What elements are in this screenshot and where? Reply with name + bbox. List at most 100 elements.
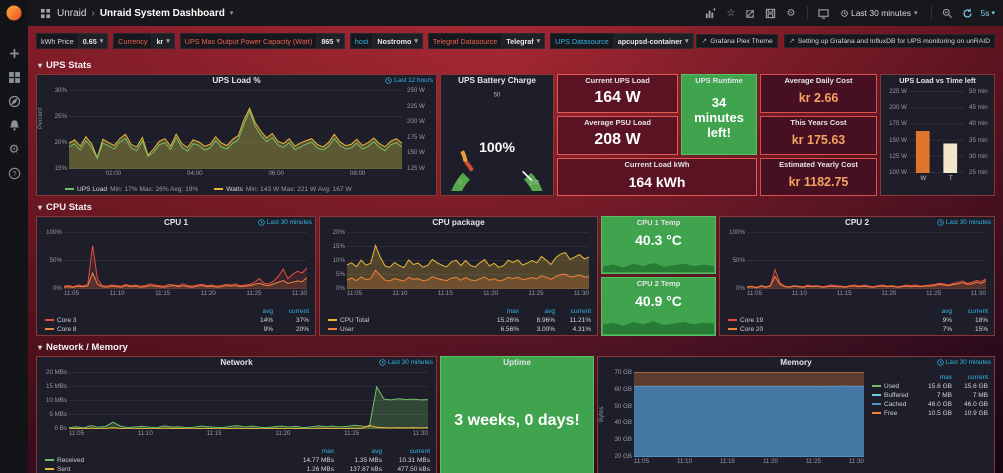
legend-column-header[interactable]: max	[321, 448, 334, 455]
variable-value-dropdown[interactable]: kr ▾	[152, 33, 175, 49]
legend-column-header[interactable]: current	[570, 308, 591, 315]
panel-title[interactable]: Memory	[780, 358, 812, 367]
legend-row[interactable]: CPU Total 15.26% 8.96% 11.21%	[326, 316, 593, 325]
panel-title[interactable]: UPS Load vs Time left	[899, 76, 976, 85]
legend-column-header[interactable]: max	[939, 374, 952, 381]
configuration-gear-icon[interactable]: ⚙	[8, 142, 20, 156]
legend-column-header[interactable]: current	[288, 308, 309, 315]
network-chart[interactable]	[69, 372, 428, 429]
dashboards-icon[interactable]	[6, 69, 22, 85]
panel-title[interactable]: CPU 1 Temp	[636, 218, 681, 227]
panel-title[interactable]: CPU 1	[163, 218, 189, 227]
legend-row[interactable]: Core 3 14% 37%	[43, 316, 311, 325]
panel-title[interactable]: CPU 2 Temp	[636, 279, 681, 288]
variable-value-dropdown[interactable]: 865 ▾	[317, 33, 345, 49]
panel-title[interactable]: CPU 2	[844, 218, 870, 227]
save-icon[interactable]	[764, 6, 778, 20]
legend-row[interactable]: Buffered 7 MB 7 MB	[870, 391, 990, 400]
legend-column-header[interactable]: max	[506, 308, 519, 315]
stat-value: 208 W	[594, 131, 641, 148]
add-panel-icon[interactable]	[704, 6, 718, 20]
panel-title[interactable]: UPS Battery Charge	[458, 76, 536, 85]
axis-tick-label: 11:30	[412, 430, 428, 437]
memory-chart[interactable]	[634, 372, 864, 457]
y-axis-labels: 100% 50% 0%	[36, 229, 62, 292]
legend-row[interactable]: Cached 46.0 GB 46.0 GB	[870, 400, 990, 409]
refresh-icon[interactable]	[961, 6, 975, 20]
panel-title[interactable]: Network	[220, 358, 253, 367]
row-header-network-memory[interactable]: ▾ Network / Memory	[38, 340, 128, 354]
legend-column-header[interactable]: avg	[262, 308, 273, 315]
zoom-out-icon[interactable]	[941, 6, 955, 20]
panel-title[interactable]: Current Load kWh	[624, 160, 690, 169]
panel-title[interactable]: This Years Cost	[790, 118, 847, 127]
legend-row[interactable]: Sent 1.26 MBs 137.87 kBs 477.50 kBs	[43, 465, 432, 473]
legend-color-swatch	[214, 188, 224, 190]
dashboard-link[interactable]: ↗ Setting up Grafana and InfluxDB for UPS…	[783, 34, 995, 48]
panel-title[interactable]: Current UPS Load	[585, 76, 650, 85]
legend-item[interactable]: UPS Load Min: 17% Max: 26% Avg: 19%	[65, 186, 198, 193]
grafana-logo[interactable]	[4, 3, 24, 23]
ups-load-chart[interactable]	[69, 90, 402, 169]
explore-compass-icon[interactable]	[6, 93, 22, 109]
row-header-ups-stats[interactable]: ▾ UPS Stats	[38, 58, 91, 72]
axis-tick-label: 175 W	[407, 133, 425, 141]
legend-column-header[interactable]: avg	[371, 448, 382, 455]
panel-title[interactable]: Uptime	[503, 358, 531, 367]
time-range-badge[interactable]: Last 30 minutes	[937, 219, 991, 226]
dashboard-title[interactable]: Unraid System Dashboard	[99, 7, 225, 19]
panel-title[interactable]: UPS Runtime	[695, 76, 743, 85]
settings-gear-icon[interactable]: ⚙	[786, 7, 796, 19]
legend-row[interactable]: Core 8 9% 20%	[43, 325, 311, 334]
panel-title[interactable]: UPS Load %	[212, 76, 261, 85]
legend-column-header[interactable]: current	[967, 308, 988, 315]
create-plus-icon[interactable]	[6, 45, 22, 61]
variable-label: Currency	[113, 33, 153, 49]
variable-label: host	[349, 33, 374, 49]
legend-item[interactable]: Watts Min: 143 W Max: 221 W Avg: 167 W	[214, 186, 352, 193]
time-range-badge[interactable]: Last 12 hours	[385, 77, 433, 84]
variable-label: Telegraf Datasource	[427, 33, 503, 49]
load-vs-time-chart[interactable]	[909, 91, 964, 173]
variable-value-dropdown[interactable]: 0.65 ▾	[78, 33, 109, 49]
time-range-badge[interactable]: Last 30 minutes	[937, 359, 991, 366]
variable-value-dropdown[interactable]: Nostromo ▾	[373, 33, 423, 49]
legend-color-swatch	[728, 319, 737, 322]
axis-tick-label: 225 W	[407, 102, 425, 110]
legend-row[interactable]: Free 10.5 GB 10.9 GB	[870, 409, 990, 418]
time-range-picker[interactable]: Last 30 minutes ▾	[837, 6, 922, 20]
tv-kiosk-icon[interactable]	[817, 6, 831, 20]
legend-row[interactable]: Used 15.6 GB 15.6 GB	[870, 382, 990, 391]
legend-row[interactable]: User 6.56% 3.00% 4.31%	[326, 325, 593, 334]
title-caret-icon[interactable]: ▾	[229, 10, 234, 17]
share-icon[interactable]	[744, 6, 758, 20]
variable-value-dropdown[interactable]: Telegraf ▾	[502, 33, 546, 49]
refresh-interval-dropdown[interactable]: 5s ▾	[980, 8, 996, 18]
star-icon[interactable]: ☆	[726, 7, 736, 19]
cpu1-chart[interactable]	[64, 232, 307, 289]
time-range-badge[interactable]: Last 30 minutes	[379, 359, 433, 366]
help-icon[interactable]: ?	[6, 165, 22, 181]
dashboard-link[interactable]: ↗ Grafana Plex Theme	[696, 34, 778, 48]
legend-row[interactable]: Received 14.77 MBs 1.35 MBs 10.31 MBs	[43, 456, 432, 465]
cpu2-chart[interactable]	[747, 232, 986, 289]
panel-title[interactable]: CPU package	[432, 218, 485, 227]
legend-column-header[interactable]: avg	[544, 308, 555, 315]
panel-title[interactable]: Estimated Yearly Cost	[779, 160, 858, 169]
time-range-badge[interactable]: Last 30 minutes	[258, 219, 312, 226]
axis-tick-label: 11:10	[676, 458, 693, 465]
panel-title[interactable]: Average PSU Load	[584, 118, 651, 127]
legend-row[interactable]: Core 20 7% 15%	[726, 325, 990, 334]
legend-row[interactable]: Core 19 9% 18%	[726, 316, 990, 325]
alerting-bell-icon[interactable]	[6, 117, 22, 133]
panel-average-daily-cost: Average Daily Cost kr 2.66	[760, 74, 877, 113]
cpu-package-chart[interactable]	[347, 232, 589, 289]
chart-legend: max current Used 15.6 GB 15.6 GB Buffered 7 MB…	[870, 373, 990, 418]
legend-column-header[interactable]: avg	[941, 308, 952, 315]
legend-column-header[interactable]: current	[967, 374, 988, 381]
row-header-cpu-stats[interactable]: ▾ CPU Stats	[38, 200, 92, 214]
panel-title[interactable]: Average Daily Cost	[784, 76, 853, 85]
legend-column-header[interactable]: current	[409, 448, 430, 455]
breadcrumb-app[interactable]: Unraid	[57, 7, 87, 19]
variable-value-dropdown[interactable]: apcupsd-container ▾	[613, 33, 694, 49]
